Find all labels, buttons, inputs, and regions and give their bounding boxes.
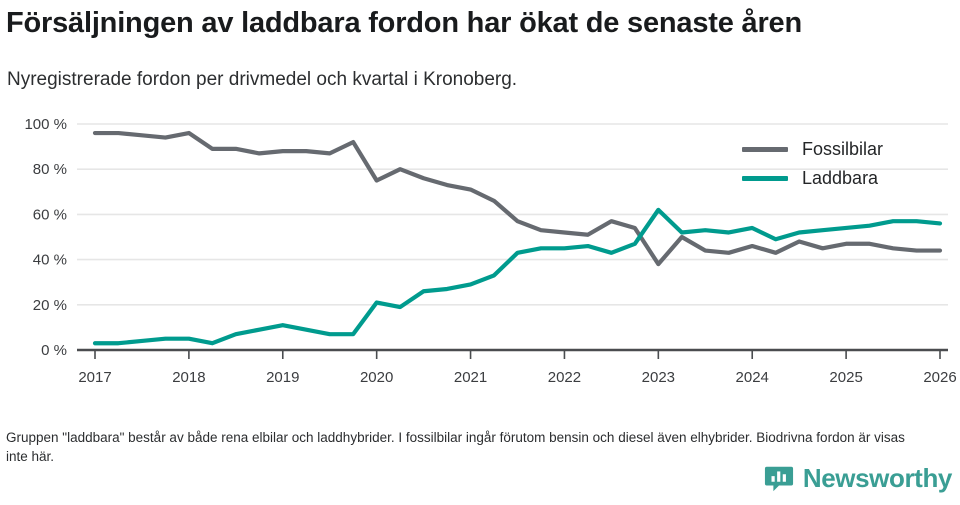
legend-item-laddbara[interactable]: Laddbara — [742, 164, 942, 193]
x-tick-label: 2018 — [172, 369, 205, 386]
legend-item-fossilbilar[interactable]: Fossilbilar — [742, 135, 942, 164]
page-title: Försäljningen av laddbara fordon har öka… — [6, 7, 802, 39]
line-chart-svg: 0 % 20 % 40 % 60 % 80 % 100 % 2017 2018 2019 202… — [24, 116, 957, 386]
legend: Fossilbilar Laddbara — [742, 135, 942, 193]
plot-area: 0 % 20 % 40 % 60 % 80 % 100 % 2017 2018 2019 202… — [0, 105, 960, 395]
y-tick-label: 0 % — [41, 342, 67, 359]
x-tick-label: 2023 — [642, 369, 675, 386]
series-line-laddbara — [92, 207, 943, 346]
y-tick-label: 100 % — [24, 116, 67, 133]
x-tick-label: 2019 — [266, 369, 299, 386]
chart-footnote: Gruppen "laddbara" består av både rena e… — [6, 430, 905, 464]
legend-swatch-fossilbilar — [742, 147, 788, 152]
bar-chart-speech-bubble-icon — [764, 466, 793, 492]
x-tick-label: 2022 — [548, 369, 581, 386]
y-tick-label: 20 % — [33, 297, 67, 314]
y-tick-label: 40 % — [33, 252, 67, 269]
x-tick-label: 2024 — [736, 369, 769, 386]
chart-subtitle: Nyregistrerade fordon per drivmedel och … — [7, 69, 518, 90]
brand-name: Newsworthy — [802, 462, 953, 493]
brand-logo[interactable]: Newsworthy — [764, 461, 952, 495]
x-tick-label: 2025 — [829, 369, 862, 386]
legend-label-fossilbilar: Fossilbilar — [802, 139, 884, 159]
x-axis: 2017 2018 2019 2020 2021 2022 2023 2024 2025 2026 — [77, 348, 957, 386]
x-tick-label: 2021 — [454, 369, 487, 386]
series-line-fossilbilar — [92, 130, 943, 267]
legend-label-laddbara: Laddbara — [802, 168, 879, 188]
y-tick-label: 80 % — [33, 161, 67, 178]
x-tick-label: 2026 — [923, 369, 956, 386]
x-tick-label: 2020 — [360, 369, 393, 386]
y-axis-labels: 0 % 20 % 40 % 60 % 80 % 100 % — [24, 116, 67, 359]
legend-swatch-laddbara — [742, 176, 788, 181]
y-tick-label: 60 % — [33, 206, 67, 223]
x-tick-label: 2017 — [78, 369, 111, 386]
data-series — [92, 130, 943, 346]
